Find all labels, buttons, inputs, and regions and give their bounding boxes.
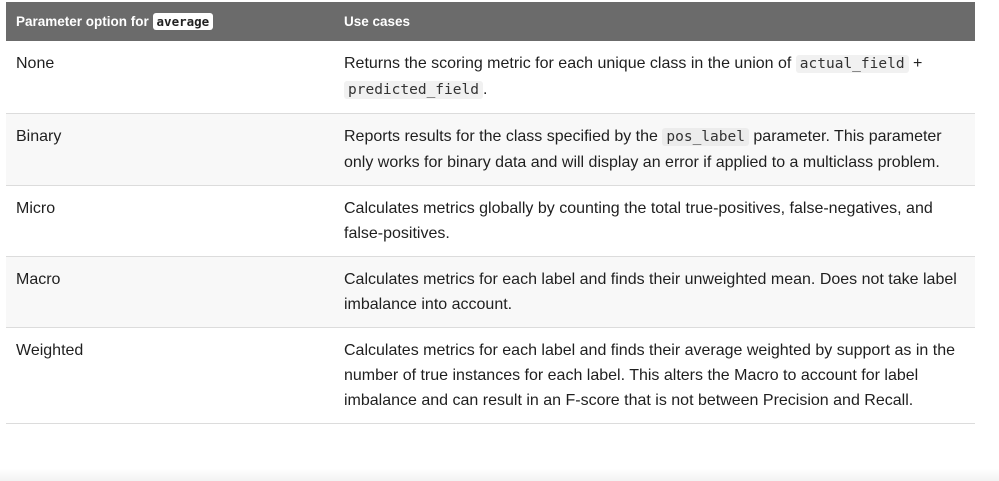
table-row: None Returns the scoring metric for each… (6, 41, 975, 114)
use-case-text: Reports results for the class specified … (344, 128, 663, 145)
table-header-row: Parameter option for average Use cases (6, 2, 975, 41)
option-cell: None (6, 41, 334, 114)
header-parameter-option-label: Parameter option for (16, 14, 153, 29)
use-case-cell: Calculates metrics for each label and fi… (334, 256, 975, 328)
pos-label-code: pos_label (662, 128, 749, 146)
actual-field-code: actual_field (795, 55, 909, 73)
table-row: Weighted Calculates metrics for each lab… (6, 327, 975, 424)
option-cell: Binary (6, 113, 334, 186)
header-average-code: average (152, 13, 214, 30)
header-use-cases: Use cases (334, 2, 975, 41)
option-cell: Weighted (6, 327, 334, 424)
predicted-field-code: predicted_field (344, 81, 483, 99)
use-case-text: . (482, 81, 488, 98)
use-case-text: + (908, 55, 923, 72)
use-case-text: Returns the scoring metric for each uniq… (344, 55, 796, 72)
use-case-text: parameter. This parameter only works for… (344, 128, 942, 171)
use-case-cell: Returns the scoring metric for each uniq… (334, 41, 975, 114)
bottom-fade-shadow (0, 469, 999, 481)
header-parameter-option: Parameter option for average (6, 2, 334, 41)
use-case-cell: Reports results for the class specified … (334, 113, 975, 186)
option-cell: Micro (6, 185, 334, 257)
table-row: Micro Calculates metrics globally by cou… (6, 185, 975, 257)
table-row: Binary Reports results for the class spe… (6, 113, 975, 186)
use-case-cell: Calculates metrics for each label and fi… (334, 327, 975, 424)
table-row: Macro Calculates metrics for each label … (6, 256, 975, 328)
option-cell: Macro (6, 256, 334, 328)
average-parameter-table: Parameter option for average Use cases N… (6, 2, 975, 424)
use-case-cell: Calculates metrics globally by counting … (334, 185, 975, 257)
